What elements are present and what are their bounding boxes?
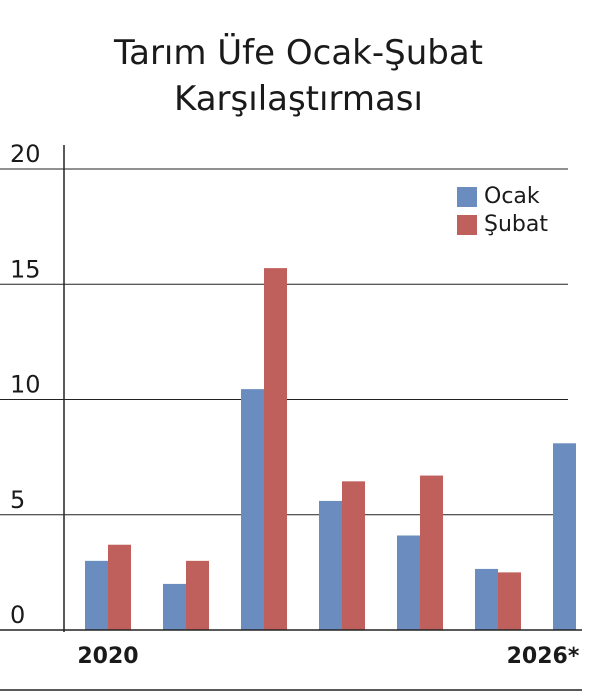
y-tick-label: 20 bbox=[10, 140, 41, 168]
x-tick-label: 2020 bbox=[77, 644, 138, 669]
chart-title: Tarım Üfe Ocak-Şubat Karşılaştırması bbox=[113, 33, 484, 119]
bar bbox=[163, 583, 186, 630]
bar bbox=[498, 572, 521, 630]
bar bbox=[553, 443, 576, 630]
y-tick-label: 15 bbox=[10, 255, 41, 283]
x-tick-label: 2026* bbox=[507, 644, 580, 669]
legend-label: Ocak bbox=[484, 184, 540, 209]
bar bbox=[420, 475, 443, 630]
bar bbox=[85, 560, 108, 630]
bar bbox=[397, 535, 420, 630]
bar bbox=[241, 389, 264, 630]
bar bbox=[342, 481, 365, 630]
y-tick-label: 5 bbox=[10, 486, 25, 514]
legend-swatch bbox=[457, 215, 477, 235]
y-tick-label: 10 bbox=[10, 371, 41, 399]
bar bbox=[475, 568, 498, 630]
bar bbox=[108, 544, 131, 630]
legend-label: Şubat bbox=[484, 212, 548, 237]
y-tick-label: 0 bbox=[10, 601, 25, 629]
bar bbox=[319, 500, 342, 630]
legend-swatch bbox=[457, 187, 477, 207]
bar bbox=[186, 560, 209, 630]
bar bbox=[264, 268, 287, 630]
